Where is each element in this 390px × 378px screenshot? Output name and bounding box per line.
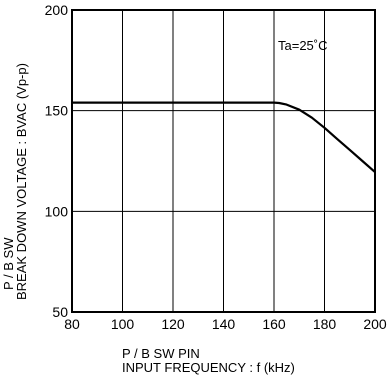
x-axis-label-line1: P / B SW PIN [122,346,200,361]
x-tick-label: 160 [262,316,286,332]
y-tick-label: 50 [52,304,68,320]
x-tick-label: 100 [111,316,135,332]
annotation-temperature: Ta=25˚C [278,38,328,53]
plot-frame [71,9,376,313]
grid [72,10,375,312]
x-tick-labels: 80 100 120 140 160 180 200 [64,316,387,332]
x-tick-label: 140 [212,316,236,332]
x-tick-label: 200 [363,316,387,332]
y-tick-label: 200 [45,2,69,18]
y-tick-labels: 50 100 150 200 [45,2,69,320]
x-tick-label: 120 [161,316,185,332]
x-axis-label-line2: INPUT FREQUENCY : f (kHz) [122,360,295,375]
x-tick-label: 80 [64,316,80,332]
y-tick-label: 100 [45,203,69,219]
series-group [72,101,376,173]
y-axis-label-line1: P / B SW [1,237,16,290]
y-axis-label-line2: BREAK DOWN VOLTAGE : BVAC (Vp-p) [14,63,29,300]
x-tick-label: 180 [313,316,337,332]
y-tick-label: 150 [45,103,69,119]
series-line-0 [72,101,376,173]
